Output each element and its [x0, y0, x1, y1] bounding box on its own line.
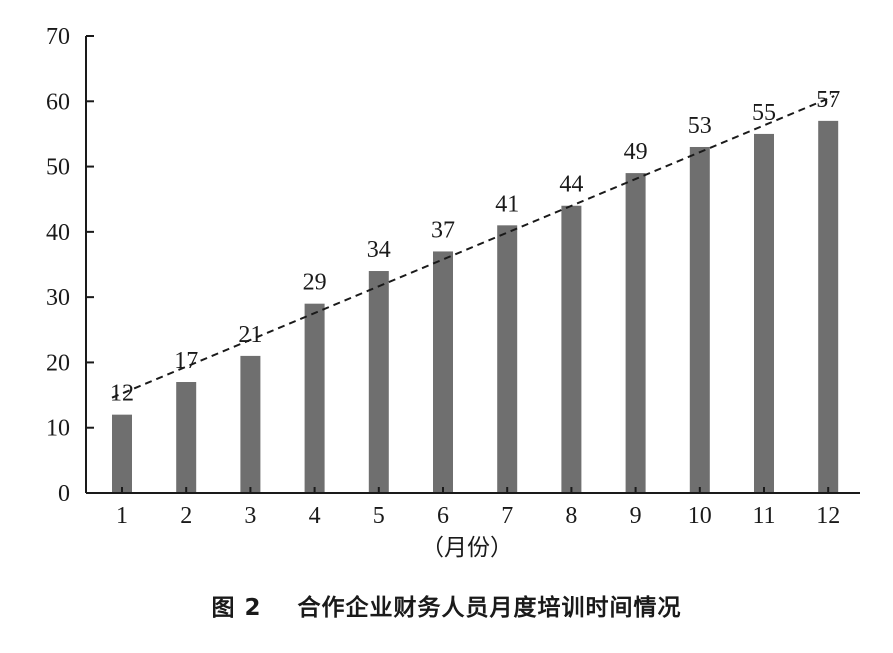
x-tick-label: 9 [630, 503, 642, 529]
figure-caption: 图 2 合作企业财务人员月度培训时间情况 [0, 588, 893, 622]
x-tick-label: 11 [752, 503, 775, 529]
bar-value-label: 21 [238, 322, 262, 348]
bar [240, 355, 261, 493]
x-tick-label: 5 [373, 503, 385, 529]
bar [176, 382, 197, 493]
bar [625, 173, 646, 493]
bar-value-label: 49 [624, 139, 648, 165]
bar [112, 414, 132, 493]
y-tick-label: 10 [46, 416, 70, 442]
bar [818, 120, 839, 493]
bar [754, 133, 774, 493]
y-tick-label: 30 [46, 285, 70, 311]
bar [497, 225, 518, 494]
x-tick-label: 2 [180, 503, 192, 529]
x-tick-label: 12 [816, 503, 840, 529]
x-tick-label: 7 [501, 503, 513, 529]
bar-value-label: 12 [110, 381, 134, 407]
bar-value-label: 53 [688, 113, 712, 139]
figure-number: 图 2 [211, 595, 262, 621]
figure-title: 合作企业财务人员月度培训时间情况 [297, 595, 682, 621]
bar-value-label: 41 [495, 191, 519, 217]
bars [112, 120, 839, 494]
y-tick-label: 60 [46, 89, 70, 115]
bar [368, 271, 389, 493]
y-tick-label: 20 [46, 350, 70, 376]
trendline [111, 95, 835, 399]
bar-value-label: 29 [303, 270, 327, 296]
bar [433, 251, 453, 493]
x-tick-label: 8 [565, 503, 577, 529]
x-tick-label: 6 [437, 503, 449, 529]
y-tick-label: 70 [46, 24, 70, 50]
x-tick-label: 1 [116, 503, 128, 529]
bar [689, 146, 710, 493]
bar-value-label: 34 [367, 237, 391, 263]
bar-value-label: 55 [752, 100, 776, 126]
x-tick-label: 3 [244, 503, 256, 529]
y-tick-label: 40 [46, 220, 70, 246]
x-tick-label: 4 [309, 503, 321, 529]
bar-value-label: 37 [431, 217, 455, 243]
y-tick-label: 0 [58, 481, 70, 507]
y-tick-label: 50 [46, 155, 70, 181]
bar-value-label: 57 [816, 87, 840, 113]
x-tick-label: 10 [688, 503, 712, 529]
y-axis-ticks: 0 10 20 30 40 50 60 70 [46, 24, 94, 507]
bar-value-label: 17 [174, 348, 198, 374]
x-axis-label: （月份） [421, 535, 513, 561]
bar [561, 205, 582, 493]
bar-value-label: 44 [559, 172, 583, 198]
bar [304, 303, 325, 493]
value-labels: 12 17 21 29 34 37 41 44 49 53 55 57 [110, 87, 840, 407]
